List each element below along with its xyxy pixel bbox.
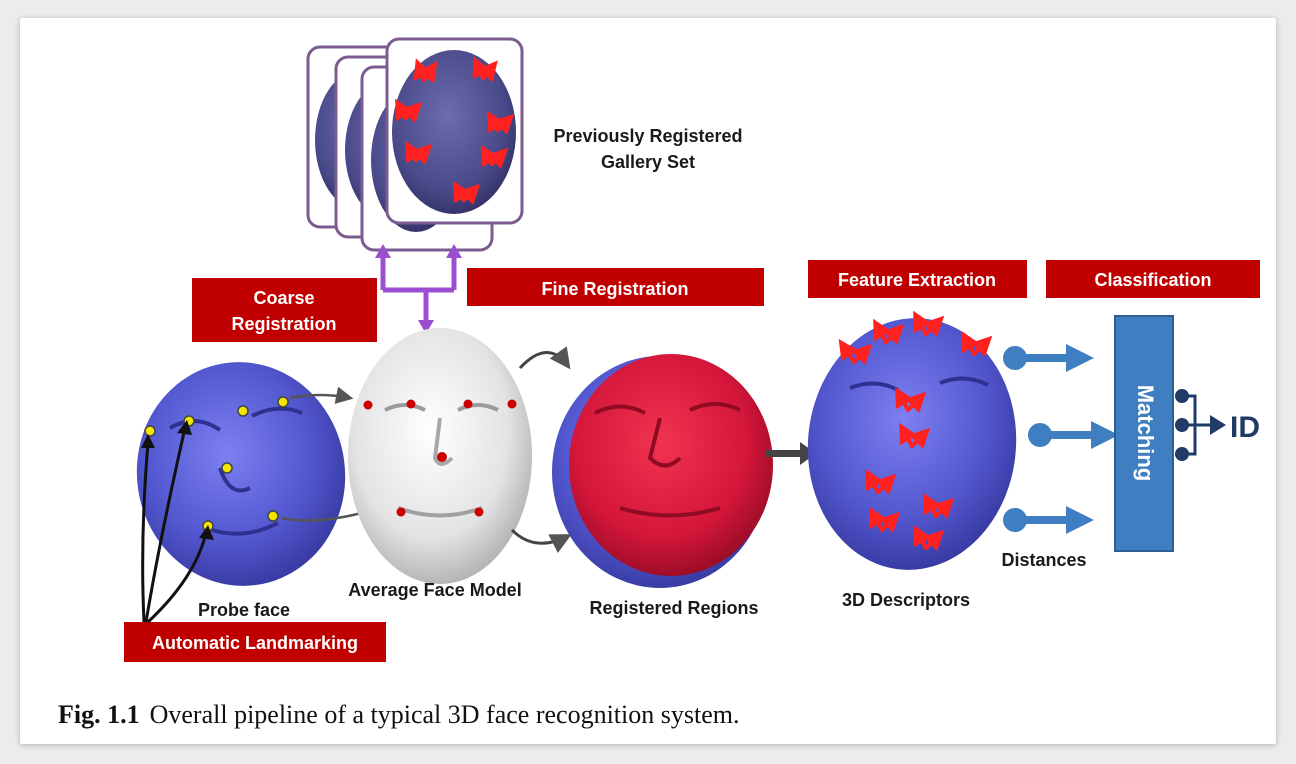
- average-face-label: Average Face Model: [348, 580, 521, 600]
- distances-label: Distances: [1001, 550, 1086, 570]
- caption-text: Overall pipeline of a typical 3D face re…: [149, 700, 740, 729]
- pipeline-diagram: Previously Registered Gallery Set Coarse…: [124, 37, 1260, 662]
- gallery-link-arrows: [380, 254, 457, 324]
- stage-fine-registration: Fine Registration: [467, 268, 764, 306]
- classification-label: Classification: [1094, 270, 1211, 290]
- model-to-regions-arrow-bottom: [510, 528, 572, 554]
- probe-face-label: Probe face: [198, 600, 290, 620]
- gallery-label-line2: Gallery Set: [601, 152, 695, 172]
- gallery-face-front: [392, 50, 516, 214]
- registered-regions-label: Registered Regions: [589, 598, 758, 618]
- stage-coarse-registration: Coarse Registration: [192, 278, 377, 342]
- probe-landmarks: [144, 396, 289, 532]
- descriptor-arrows: [838, 310, 993, 551]
- stage-automatic-landmarking: Automatic Landmarking: [124, 622, 386, 662]
- landmarking-arrows: [141, 427, 208, 624]
- feature-label: Feature Extraction: [838, 270, 996, 290]
- probe-to-model-arrow-top: [289, 386, 354, 404]
- distance-arrows: [1003, 344, 1119, 534]
- fine-label: Fine Registration: [541, 279, 688, 299]
- figure-card: Previously Registered Gallery Set Coarse…: [20, 18, 1276, 744]
- landmarking-arrowheads: [141, 420, 214, 540]
- gallery-link-arrowheads: [375, 244, 462, 334]
- registered-regions-face: [552, 354, 773, 588]
- matching-block: Matching: [1114, 315, 1174, 552]
- id-label: ID: [1230, 411, 1260, 444]
- gallery-label-line1: Previously Registered: [553, 126, 742, 146]
- figure-number: Fig. 1.1: [58, 700, 140, 729]
- model-landmarks: [363, 399, 517, 517]
- descriptors-label: 3D Descriptors: [842, 590, 970, 610]
- figure-caption: Fig. 1.1 Overall pipeline of a typical 3D…: [58, 700, 739, 730]
- stage-feature-extraction: Feature Extraction: [808, 260, 1027, 298]
- landmarking-label: Automatic Landmarking: [152, 633, 358, 653]
- gallery-stack: [306, 37, 524, 252]
- gallery-descriptor-arrows: [395, 56, 515, 205]
- coarse-label-line1: Coarse: [253, 288, 314, 308]
- stage-classification: Classification: [1046, 260, 1260, 298]
- matching-output: [1175, 389, 1226, 461]
- matching-label: Matching: [1133, 385, 1158, 482]
- model-to-regions-arrow-top: [518, 346, 571, 370]
- coarse-label-line2: Registration: [231, 314, 336, 334]
